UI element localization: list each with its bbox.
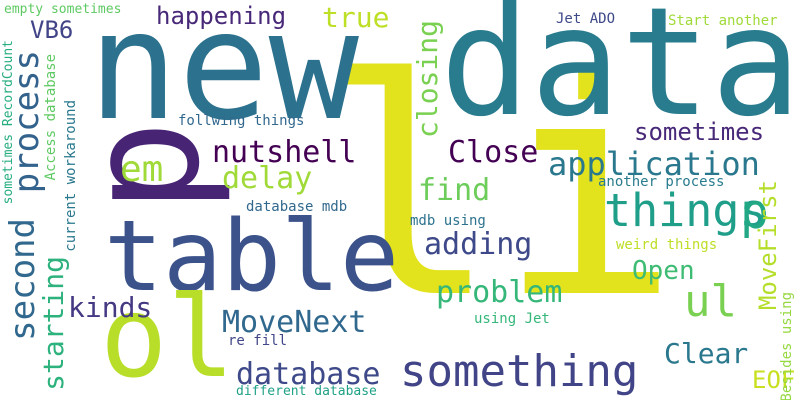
word-database: database xyxy=(236,357,381,392)
word-follwing-things: follwing things xyxy=(178,113,305,129)
word-em: em xyxy=(120,149,164,190)
word-find: find xyxy=(418,173,491,208)
word-sometimes-recordcount: sometimes RecordCount xyxy=(1,40,16,205)
word-another-process: another process xyxy=(598,174,725,190)
word-kinds: kinds xyxy=(68,291,153,324)
word-different-database: different database xyxy=(236,384,377,399)
word-happening: happening xyxy=(156,2,287,30)
word-sometimes: sometimes xyxy=(634,118,765,146)
word-database-mdb: database mdb xyxy=(246,199,348,215)
word-clear: Clear xyxy=(664,337,749,370)
word-delay: delay xyxy=(222,161,313,196)
word-besides-using: Besides using xyxy=(779,292,795,400)
word-true: true xyxy=(322,1,390,34)
word-current-workaround: current workaround xyxy=(63,100,79,252)
word-things: things xyxy=(604,184,767,237)
word-empty-sometimes: empty sometimes xyxy=(4,2,122,17)
word-problem: problem xyxy=(436,275,563,310)
word-close: Close xyxy=(448,135,539,170)
word-second: second xyxy=(3,218,43,341)
word-mdb-using: mdb using xyxy=(410,213,486,229)
word-vb6: VB6 xyxy=(30,16,74,44)
word-starting: starting xyxy=(37,256,70,391)
word-li: li xyxy=(318,15,680,364)
word-ol: ol xyxy=(100,273,235,400)
word-weird-things: weird things xyxy=(616,237,718,253)
word-access-database: Access database xyxy=(43,54,59,181)
word-ul: ul xyxy=(684,276,737,327)
word-application: application xyxy=(548,145,760,183)
word-p-small: p xyxy=(740,184,769,240)
word-something: something xyxy=(400,346,639,397)
word-data: data xyxy=(440,0,800,150)
word-re-fill: re fill xyxy=(228,333,288,349)
word-movefirst: MoveFirst xyxy=(754,180,782,311)
word-using-jet: using Jet xyxy=(474,311,550,327)
word-new: new xyxy=(88,0,359,154)
word-movenext: MoveNext xyxy=(222,305,367,340)
word-open: Open xyxy=(632,256,695,286)
word-adding: adding xyxy=(424,227,533,262)
word-closing: closing xyxy=(411,20,444,139)
word-eof: EOF xyxy=(752,366,796,394)
word-jet-ado: Jet ADO xyxy=(556,11,616,27)
word-nutshell: nutshell xyxy=(212,135,357,170)
word-table: table xyxy=(104,200,400,314)
word-start-another: Start another xyxy=(668,13,778,29)
